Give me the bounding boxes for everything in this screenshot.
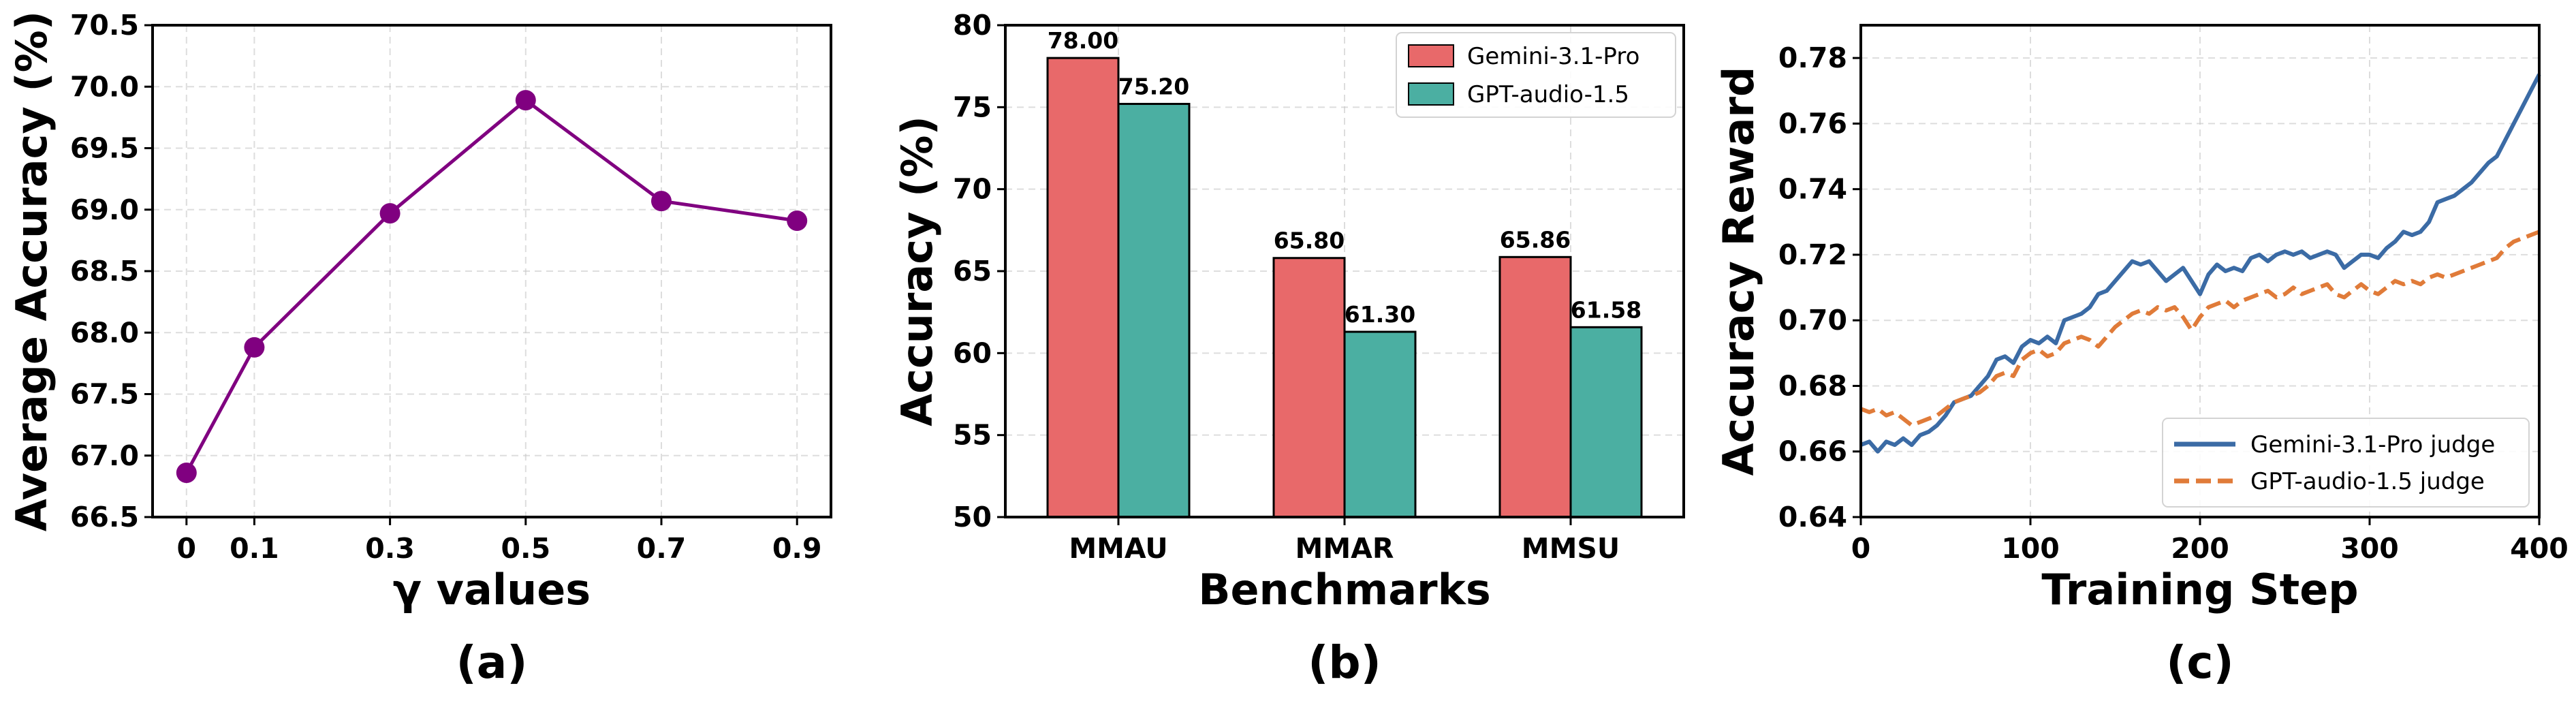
panel-c-legend: Gemini-3.1-Pro judge GPT-audio-1.5 judge — [2162, 418, 2530, 508]
panel-c-chart: 0.64 0.66 0.68 0.70 0.72 0.74 0.76 0.78 0 100 200… — [1714, 24, 2569, 689]
panel-b-label: (b) — [1308, 636, 1381, 689]
x-tick-label: 0 — [177, 532, 197, 565]
panel-a-label: (a) — [456, 636, 528, 689]
y-tick-label: 0.76 — [1778, 107, 1847, 140]
panel-c-legend-box — [2162, 418, 2530, 508]
x-tick-label: MMSU — [1522, 532, 1620, 565]
x-tick-label: 0 — [1851, 532, 1871, 565]
data-point — [379, 203, 400, 224]
y-tick-label: 70.0 — [70, 70, 139, 103]
series-line — [1859, 73, 2541, 454]
panel-c-y-ticks: 0.64 0.66 0.68 0.70 0.72 0.74 0.76 0.78 — [1778, 42, 1861, 533]
y-tick-label: 0.66 — [1778, 435, 1847, 468]
y-tick-label: 0.68 — [1778, 369, 1847, 402]
data-point — [176, 463, 197, 484]
bar — [1117, 103, 1191, 518]
panel-c-label: (c) — [2166, 636, 2233, 689]
y-tick-label: 0.70 — [1778, 304, 1847, 337]
series-line — [1859, 230, 2541, 428]
y-tick-label: 75 — [953, 91, 992, 123]
bar-value-label: 65.86 — [1500, 226, 1571, 253]
panel-a-x-axis-label: γ values — [393, 565, 591, 614]
bar — [1343, 330, 1417, 518]
bar-value-label: 78.00 — [1048, 27, 1118, 54]
panel-a-y-ticks: 66.5 67.0 67.5 68.0 68.5 69.0 69.5 70.0 70.5 — [70, 9, 153, 533]
panel-a-y-axis-label: Average Accuracy (%) — [7, 11, 57, 531]
x-tick-label: 0.3 — [365, 532, 415, 565]
panel-b-legend-label-gemini: Gemini-3.1-Pro — [1467, 43, 1639, 70]
panel-b-y-axis-label: Accuracy (%) — [892, 116, 942, 426]
bar — [1569, 326, 1643, 518]
panel-c-x-axis-label: Training Step — [2041, 565, 2358, 614]
panel-b-y-ticks: 50 55 60 65 70 75 80 — [953, 9, 1005, 533]
y-tick-label: 69.0 — [70, 193, 139, 226]
panel-b-legend-box — [1396, 32, 1676, 118]
y-tick-label: 70.5 — [70, 9, 139, 42]
y-tick-label: 0.72 — [1778, 238, 1847, 271]
panel-a-series — [176, 90, 808, 484]
y-tick-label: 68.0 — [70, 316, 139, 349]
panel-c-legend-label-gemini: Gemini-3.1-Pro judge — [2250, 431, 2495, 458]
panel-c-y-axis-label: Accuracy Reward — [1714, 67, 1763, 476]
bar — [1272, 257, 1346, 518]
y-tick-label: 0.74 — [1778, 173, 1847, 206]
panel-b-x-axis-label: Benchmarks — [1198, 565, 1491, 614]
panel-b-legend-swatch-gpt — [1408, 82, 1454, 106]
panel-c-legend-label-gpt: GPT-audio-1.5 judge — [2250, 468, 2485, 495]
x-tick-label: 300 — [2340, 532, 2399, 565]
y-tick-label: 67.5 — [70, 378, 139, 411]
x-tick-label: 0.1 — [230, 532, 279, 565]
y-tick-label: 69.5 — [70, 132, 139, 165]
x-tick-label: 100 — [2001, 532, 2060, 565]
data-point — [515, 90, 536, 111]
panel-b-x-ticks: MMAU MMAR MMSU — [1069, 517, 1620, 565]
panel-a-x-ticks: 0 0.1 0.3 0.5 0.7 0.9 — [177, 517, 822, 565]
y-tick-label: 60 — [953, 337, 992, 369]
x-tick-label: 200 — [2171, 532, 2229, 565]
y-tick-label: 70 — [953, 173, 992, 206]
panel-a-chart: 66.5 67.0 67.5 68.0 68.5 69.0 69.5 70.0 70.5 0 0.… — [7, 9, 832, 689]
data-point — [787, 210, 808, 231]
series-line — [185, 97, 798, 474]
y-tick-label: 50 — [953, 501, 992, 533]
y-tick-label: 55 — [953, 419, 992, 452]
bar — [1046, 57, 1120, 518]
panel-c-x-ticks: 0 100 200 300 400 — [1851, 517, 2569, 565]
panel-b-legend: Gemini-3.1-Pro GPT-audio-1.5 — [1396, 32, 1676, 118]
bar-value-label: 61.58 — [1571, 296, 1642, 323]
bar-value-label: 75.20 — [1118, 74, 1189, 100]
y-tick-label: 80 — [953, 9, 992, 42]
x-tick-label: MMAR — [1295, 532, 1394, 565]
bar — [1498, 255, 1572, 518]
y-tick-label: 66.5 — [70, 501, 139, 533]
data-point — [244, 337, 265, 358]
x-tick-label: 0.5 — [501, 532, 550, 565]
x-tick-label: 400 — [2510, 532, 2569, 565]
x-tick-label: 0.7 — [637, 532, 687, 565]
y-tick-label: 67.0 — [70, 439, 139, 472]
panel-b-legend-swatch-gemini — [1408, 44, 1454, 67]
x-tick-label: 0.9 — [772, 532, 822, 565]
y-tick-label: 68.5 — [70, 255, 139, 287]
bar-value-label: 61.30 — [1345, 301, 1415, 328]
bar-value-label: 65.80 — [1274, 228, 1345, 254]
y-tick-label: 0.78 — [1778, 42, 1847, 74]
y-tick-label: 65 — [953, 255, 992, 287]
y-tick-label: 0.64 — [1778, 501, 1847, 533]
panel-c-series — [1859, 73, 2541, 454]
panel-a-grid — [153, 25, 831, 518]
data-point — [651, 191, 672, 212]
panel-b-legend-label-gpt: GPT-audio-1.5 — [1467, 81, 1629, 108]
x-tick-label: MMAU — [1069, 532, 1167, 565]
